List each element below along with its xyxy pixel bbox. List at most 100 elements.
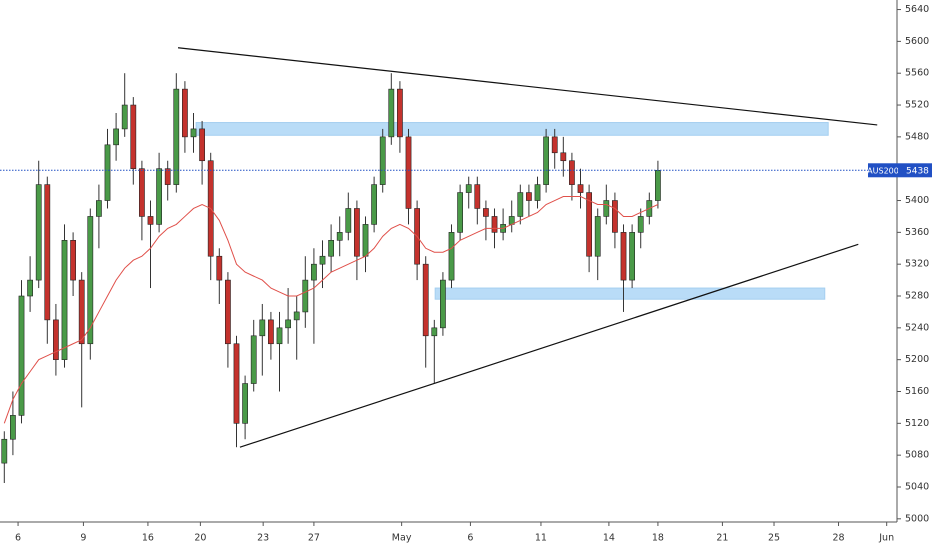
y-tick-label: 5040	[905, 481, 929, 492]
candle-body	[35, 184, 42, 281]
candle-body	[259, 319, 266, 337]
candle-body	[139, 168, 145, 217]
symbol-tag	[868, 163, 898, 178]
candle-body	[190, 128, 197, 138]
x-tick-label: Jun	[878, 533, 894, 544]
candle-body	[173, 88, 180, 185]
x-tick-label: 21	[716, 533, 728, 544]
x-tick-label: 18	[652, 533, 664, 544]
y-tick-label: 5240	[905, 322, 929, 333]
candle-body	[422, 263, 429, 337]
candle-body	[182, 88, 188, 138]
candle-body	[96, 200, 102, 217]
plot-area	[0, 47, 897, 484]
candle-body	[629, 232, 635, 281]
y-tick-label: 5360	[905, 227, 929, 238]
x-tick-label: May	[392, 533, 412, 544]
candle-body	[121, 104, 128, 130]
zone	[195, 122, 829, 136]
candle-body	[594, 216, 601, 257]
y-tick-label: 5400	[905, 195, 929, 206]
candle-body	[354, 208, 360, 257]
candle-body	[612, 200, 618, 233]
candle-body	[293, 311, 300, 321]
candle-body	[18, 295, 25, 416]
candle-body	[311, 263, 317, 281]
candle-body	[87, 216, 94, 345]
x-tick-label: 20	[194, 533, 206, 544]
candle-body	[336, 232, 343, 241]
candle-body	[440, 279, 446, 329]
candle-body	[242, 383, 248, 424]
candle-body	[147, 216, 154, 225]
x-tick-label: 28	[832, 533, 844, 544]
candle-body	[577, 184, 584, 193]
y-tick-label: 5080	[905, 450, 929, 461]
candle-body	[371, 184, 377, 225]
candle-body	[78, 279, 85, 345]
candle-body	[620, 232, 627, 281]
candle-body	[164, 168, 171, 185]
candle-body	[457, 192, 463, 233]
x-tick-label: 14	[603, 533, 615, 544]
candle-body	[569, 160, 575, 185]
candle-body	[465, 184, 472, 193]
x-tick-label: 11	[535, 533, 547, 544]
candle-body	[1, 438, 8, 464]
candle-body	[483, 208, 489, 217]
candle-body	[448, 232, 455, 281]
y-tick-label: 5560	[905, 68, 929, 79]
candle-body	[319, 255, 326, 265]
candle-body	[27, 279, 33, 297]
candle-body	[250, 335, 257, 384]
x-tick-label: 23	[257, 533, 269, 544]
candle-body	[362, 224, 369, 257]
candle-body	[491, 216, 498, 233]
x-tick-label: 27	[308, 533, 320, 544]
x-tick-label: 6	[15, 533, 21, 544]
candle-body	[345, 208, 352, 233]
candle-body	[526, 192, 532, 201]
candle-body	[543, 136, 549, 185]
candle-body	[534, 184, 541, 201]
candle-body	[70, 240, 76, 281]
candle-body	[517, 192, 524, 217]
candle-body	[431, 327, 438, 337]
candle-body	[397, 88, 403, 138]
candle-body	[586, 192, 592, 257]
trend-line	[177, 47, 878, 126]
candle-body	[233, 343, 240, 424]
candle-body	[405, 136, 412, 209]
y-tick-label: 5280	[905, 291, 929, 302]
candle-body	[474, 184, 481, 209]
candle-body	[603, 200, 610, 217]
candle-body	[302, 279, 309, 313]
candle-body	[551, 136, 558, 154]
candle-body	[53, 319, 59, 360]
candle-body	[113, 128, 119, 146]
candle-body	[10, 415, 16, 440]
candle-body	[637, 216, 644, 233]
candle-body	[156, 168, 162, 225]
zone	[434, 287, 826, 300]
x-tick-label: 6	[467, 533, 473, 544]
price-label: 5438	[906, 166, 929, 176]
candle-body	[216, 255, 223, 281]
trend-line	[239, 243, 859, 448]
candle-body	[276, 327, 283, 345]
candle-body	[130, 104, 137, 169]
y-tick-label: 5480	[905, 131, 929, 142]
price-tag	[898, 163, 932, 178]
x-tick-label: 9	[80, 533, 86, 544]
candle-body	[655, 169, 661, 201]
candle-body	[285, 319, 291, 329]
candle-body	[388, 88, 395, 138]
y-tick-label: 5520	[905, 100, 929, 111]
y-tick-label: 5600	[905, 36, 929, 47]
candle-body	[268, 319, 274, 345]
x-tick-label: 16	[142, 533, 154, 544]
moving-average	[3, 196, 659, 424]
symbol-label: AUS200	[867, 166, 899, 175]
x-tick-label: 25	[768, 533, 780, 544]
